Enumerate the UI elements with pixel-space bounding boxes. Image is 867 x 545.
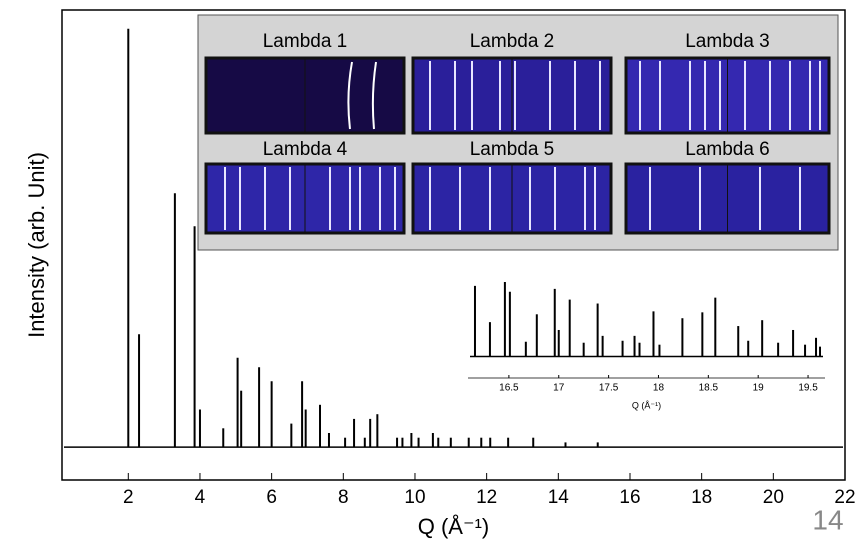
x-tick-label: 18 xyxy=(691,487,712,508)
x-tick-label: 17 xyxy=(553,383,565,394)
x-tick-label: 22 xyxy=(834,487,855,508)
y-axis-label: Intensity (arb. Unit) xyxy=(24,152,49,338)
plot-frame xyxy=(61,9,846,481)
image-label: Lambda 1 xyxy=(263,31,348,52)
x-tick-label: 10 xyxy=(404,487,425,508)
image-label: Lambda 6 xyxy=(685,139,770,160)
image-label: Lambda 4 xyxy=(263,139,348,160)
x-tick-label: 16 xyxy=(619,487,640,508)
x-tick-label: 8 xyxy=(338,487,349,508)
x-tick-label: 19 xyxy=(753,383,765,394)
image-label: Lambda 5 xyxy=(470,139,555,160)
x-tick-label: 18.5 xyxy=(699,383,719,394)
x-axis-label: Q (Å⁻¹) xyxy=(418,514,490,539)
x-tick-label: 16.5 xyxy=(499,383,519,394)
x-tick-label: 20 xyxy=(763,487,784,508)
x-tick-label: 19.5 xyxy=(798,383,818,394)
page-number: 14 xyxy=(812,504,843,535)
image-label: Lambda 3 xyxy=(685,31,770,52)
image-label: Lambda 2 xyxy=(470,31,555,52)
x-tick-label: 4 xyxy=(195,487,206,508)
x-tick-label: 6 xyxy=(266,487,277,508)
diffraction-ring xyxy=(347,61,353,130)
x-tick-label: 2 xyxy=(123,487,134,508)
x-tick-label: 12 xyxy=(476,487,497,508)
x-tick-label: 17.5 xyxy=(599,383,619,394)
x-axis-label: Q (Å⁻¹) xyxy=(632,400,661,410)
x-tick-label: 14 xyxy=(548,487,570,508)
diffraction-ring xyxy=(371,61,377,130)
x-tick-label: 18 xyxy=(653,383,665,394)
